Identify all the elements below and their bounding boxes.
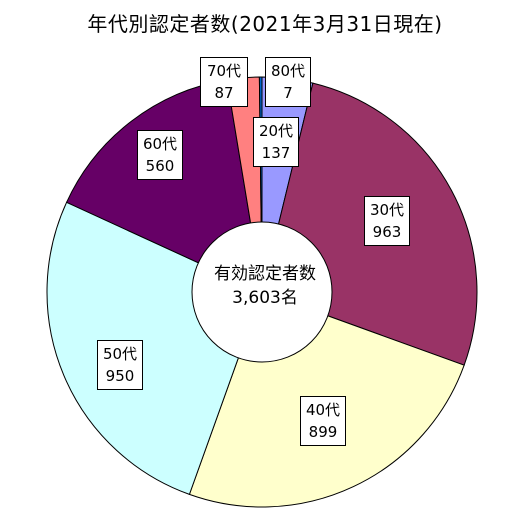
- slice-category-60s: 60代: [142, 135, 178, 153]
- slice-value-70s: 87: [214, 84, 234, 102]
- slice-value-20s: 137: [261, 144, 291, 162]
- slice-label-80s: 80代 7: [265, 57, 311, 107]
- slice-label-20s: 20代 137: [253, 117, 299, 167]
- center-value: 3,603名: [232, 288, 298, 308]
- slice-value-60s: 560: [145, 157, 175, 175]
- slice-label-30s: 30代 963: [364, 196, 410, 246]
- chart-title: 年代別認定者数(2021年3月31日現在): [87, 12, 443, 36]
- slice-category-80s: 80代: [270, 62, 306, 80]
- slice-category-50s: 50代: [102, 345, 138, 363]
- slice-category-40s: 40代: [305, 401, 341, 419]
- center-total: 有効認定者数 3,603名: [185, 262, 345, 310]
- slice-label-40s: 40代 899: [300, 396, 346, 446]
- slice-value-40s: 899: [308, 423, 338, 441]
- slice-label-60s: 60代 560: [137, 130, 183, 180]
- slice-category-70s: 70代: [206, 62, 242, 80]
- slice-category-30s: 30代: [369, 201, 405, 219]
- slice-category-20s: 20代: [258, 122, 294, 140]
- slice-value-30s: 963: [372, 223, 402, 241]
- slice-label-70s: 70代 87: [200, 57, 248, 107]
- slice-value-50s: 950: [105, 367, 135, 385]
- slice-label-50s: 50代 950: [97, 340, 143, 390]
- slice-value-80s: 7: [283, 84, 293, 102]
- donut-hole: [191, 221, 333, 363]
- center-label: 有効認定者数: [214, 264, 316, 284]
